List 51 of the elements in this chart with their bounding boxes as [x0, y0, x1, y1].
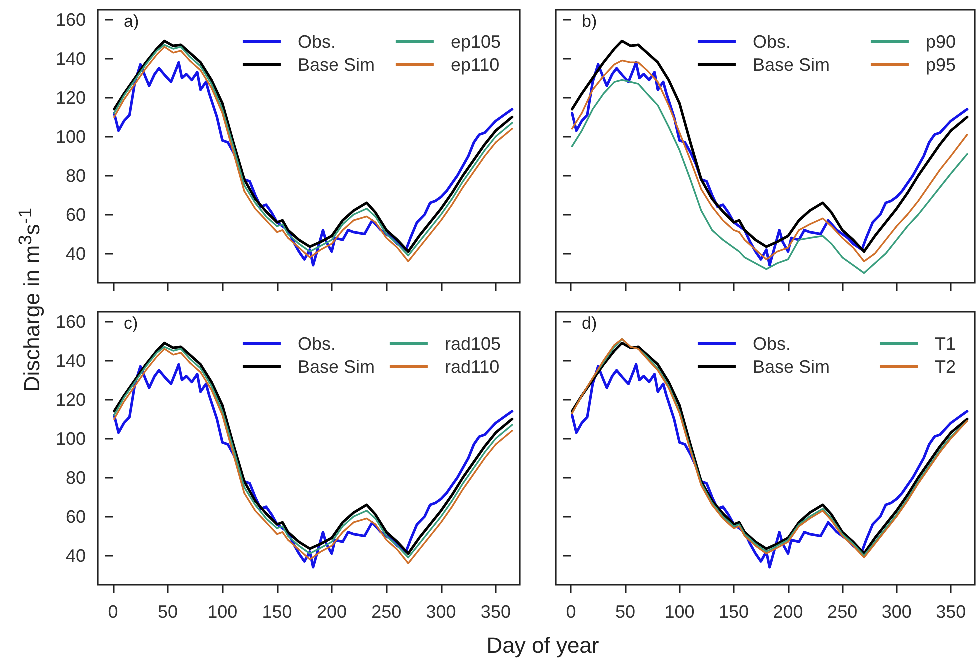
legend-label: Obs.: [298, 334, 336, 354]
x-tick-label: 350: [936, 602, 966, 622]
y-tick-label: 80: [66, 468, 86, 488]
y-tick-label: 60: [66, 204, 86, 225]
legend-label: Obs.: [298, 32, 336, 52]
legend-label: Obs.: [752, 334, 791, 354]
x-tick-label: 150: [718, 602, 750, 622]
y-tick-label: 100: [56, 428, 86, 449]
y-tick-label: 120: [56, 390, 86, 410]
x-tick-label: 50: [158, 602, 178, 622]
y-tick-label: 60: [66, 506, 86, 527]
y-tick-label: 120: [56, 88, 86, 108]
x-tick-label: 0: [108, 602, 118, 622]
legend-label: T2: [934, 357, 956, 377]
x-tick-label: 0: [566, 602, 576, 622]
y-tick-label: 80: [66, 166, 86, 186]
y-tick-label: 140: [56, 48, 86, 69]
y-tick-label: 40: [66, 546, 86, 566]
x-tick-label: 200: [316, 602, 347, 622]
y-tick-label: 100: [56, 126, 86, 147]
legend-label: Base Sim: [752, 357, 830, 377]
x-tick-label: 350: [480, 602, 511, 622]
legend-label: Base Sim: [298, 357, 376, 377]
y-tick-label: 140: [56, 350, 86, 371]
x-tick-label: 300: [426, 602, 456, 622]
y-tick-label: 40: [66, 244, 86, 264]
annotation: a): [124, 12, 140, 31]
legend-label: p95: [926, 55, 956, 75]
legend-label: rad105: [444, 334, 502, 354]
legend-label: rad110: [444, 357, 500, 377]
legend-label: ep110: [450, 55, 500, 75]
annotation: c): [124, 314, 138, 333]
x-tick-label: 50: [615, 602, 636, 622]
legend-label: ep105: [450, 32, 502, 52]
x-tick-label: 100: [664, 602, 695, 622]
legend-label: p90: [926, 32, 956, 52]
y-tick-label: 160: [56, 312, 86, 332]
legend-label: Base Sim: [752, 55, 830, 75]
legend-label: T1: [934, 334, 956, 354]
x-tick-label: 200: [773, 602, 804, 622]
x-tick-label: 150: [262, 602, 292, 622]
x-tick-label: 100: [208, 602, 238, 622]
y-tick-label: 160: [56, 10, 86, 30]
x-tick-label: 250: [372, 602, 402, 622]
x-tick-label: 300: [882, 602, 912, 622]
annotation: d): [582, 314, 598, 333]
x-tick-label: 250: [828, 602, 858, 622]
annotation: b): [582, 12, 598, 31]
legend-label: Base Sim: [298, 55, 376, 75]
legend-label: Obs.: [752, 32, 791, 52]
x-axis-title: Day of year: [486, 633, 600, 659]
